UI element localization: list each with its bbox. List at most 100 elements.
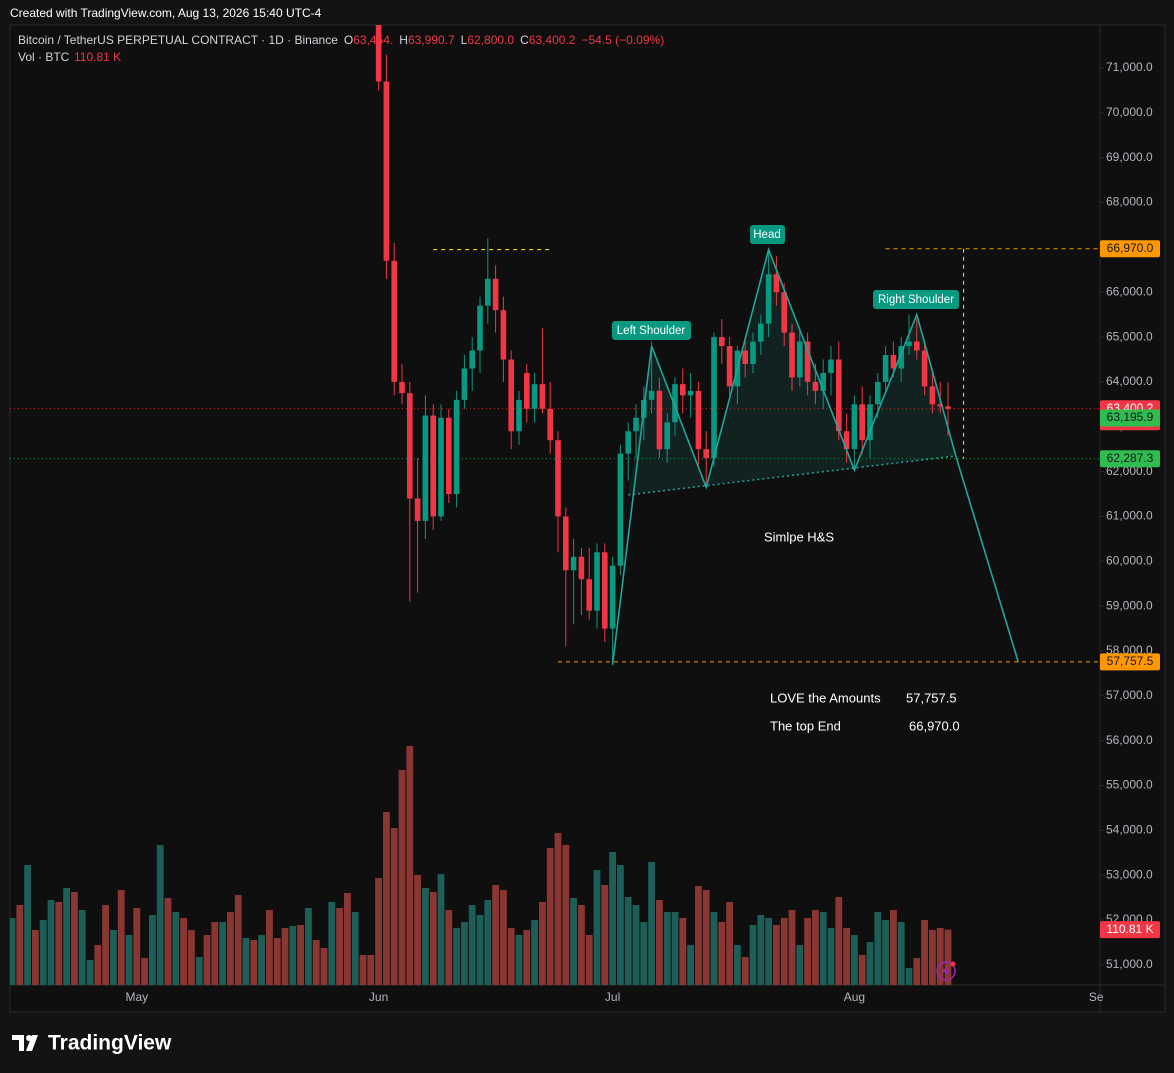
volume-bar [734,945,741,985]
volume-bar [765,918,772,985]
volume-bar [500,890,507,985]
plot [10,25,1100,985]
candle-body [836,359,842,432]
candle-body [516,399,522,432]
volume-bar [258,935,265,985]
volume-bar [328,902,336,985]
volume-bar [398,770,406,985]
volume-bar [375,878,382,985]
volume-bar [367,955,375,985]
x-tick-label: Jun [369,990,388,1004]
volume-bar [86,960,94,985]
volume-bar [16,905,24,985]
ohlc-value: 62,800.0 [467,33,514,47]
alert-ring [936,961,956,981]
candle-body [851,404,858,450]
volume-bar [757,915,765,985]
volume-bar [71,892,78,985]
volume-value: 110.81 K [74,50,121,64]
candle-body [726,346,733,387]
candle-body [703,449,709,459]
candle-body [672,384,678,423]
price-label: 66,970.0 [1107,241,1154,255]
volume-bar [656,900,663,985]
candle-body [477,305,483,351]
volume-bar [24,865,31,985]
volume-bar [351,912,359,985]
candle-body [469,350,475,369]
volume-bar [593,870,601,985]
candle-body [648,390,655,400]
top-value: 66,970.0 [909,718,960,733]
volume-bar [515,935,523,985]
volume-bar [32,930,39,985]
volume-bar [843,928,850,985]
volume-bar [695,886,702,985]
volume-bar [414,875,421,985]
volume-bar [102,905,109,985]
volume-bar [819,912,827,985]
volume-bar [468,905,476,985]
candle-body [508,359,514,432]
volume-bar [570,898,577,985]
volume-bar [585,935,593,985]
alert-bolt [942,965,950,977]
candle-body [719,337,725,347]
volume-bar [866,942,874,985]
volume-bar [297,925,304,985]
y-tick-label: 62,000.0 [1106,464,1153,478]
candle-body [843,431,850,450]
volume-bar [250,940,258,985]
volume-bar [702,890,710,985]
volume-bar [180,918,187,985]
volume-bar [671,912,679,985]
candle-body [773,274,780,293]
volume-bar [796,945,804,985]
volume-bar [234,895,242,985]
volume-bar [710,912,718,985]
volume-bar [578,905,585,985]
volume-bar [383,812,390,985]
volume-bar [242,938,250,985]
candle-body [945,406,951,409]
volume-bar [617,865,624,985]
volume-bar [273,938,281,985]
price-label-box [1100,409,1160,427]
y-tick-label: 51,000.0 [1106,957,1153,971]
candle-body [906,341,912,347]
candle-body [570,556,577,571]
candle-body [492,278,499,311]
candle-body [555,440,561,517]
volume-bar [63,888,70,985]
price-label: 62,287.3 [1107,451,1154,465]
volume-bar [531,920,538,985]
volume-bar [874,912,882,985]
candle-body [438,417,444,517]
candle-body [375,25,382,82]
candle-body [867,404,873,441]
pattern-labels: Left Shoulder Head Right Shoulder Simlpe… [612,225,960,733]
volume-bar [156,845,164,985]
alert-icon[interactable] [936,961,956,981]
candle-body [578,556,585,580]
label-box [750,225,785,244]
volume-bar [445,910,453,985]
candle-body [929,386,936,405]
candle-body [898,346,904,369]
volume-bar [406,746,414,985]
label-box [873,290,959,309]
volume-bar [336,908,343,985]
candle-body [695,390,702,450]
volume-bar [788,910,796,985]
volume-bar [429,892,437,985]
y-tick-label: 56,000.0 [1106,733,1153,747]
y-tick-label: 59,000.0 [1106,598,1153,612]
right-shoulder: Right Shoulder [878,294,954,306]
volume-bar [632,905,640,985]
left-shoulder: Left Shoulder [617,325,686,337]
candle-body [500,310,507,360]
candle-body [812,381,819,391]
volume-bar [726,902,733,985]
volume-bar [78,910,86,985]
